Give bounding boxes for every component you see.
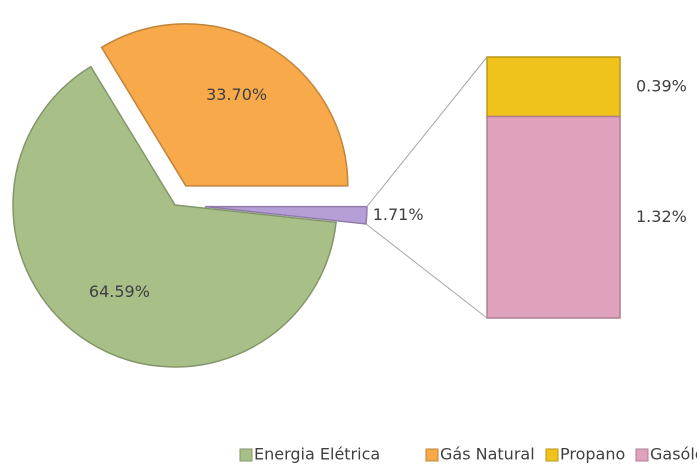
data-label: 33.70% (206, 85, 267, 104)
pie-slice (12, 65, 337, 368)
bar-segment (486, 115, 621, 319)
legend-label: Propano (560, 445, 625, 464)
data-label: 64.59% (89, 282, 150, 301)
legend-swatch (425, 448, 439, 462)
pie-slice (100, 23, 349, 187)
legend-label: Gás Natural (440, 445, 535, 464)
bar-segment (486, 56, 621, 118)
legend-swatch (239, 448, 253, 462)
legend-label: Energia Elétrica (254, 445, 380, 464)
data-label: 1.32% (636, 207, 687, 226)
data-label: 0.39% (636, 76, 687, 95)
legend-swatch (545, 448, 559, 462)
legend-label: Gasóleo (650, 445, 697, 464)
connector-line (366, 56, 488, 207)
connector-line (365, 223, 488, 319)
pie-slice (204, 205, 368, 225)
data-label: 1.71% (373, 205, 424, 224)
legend-swatch (635, 448, 649, 462)
